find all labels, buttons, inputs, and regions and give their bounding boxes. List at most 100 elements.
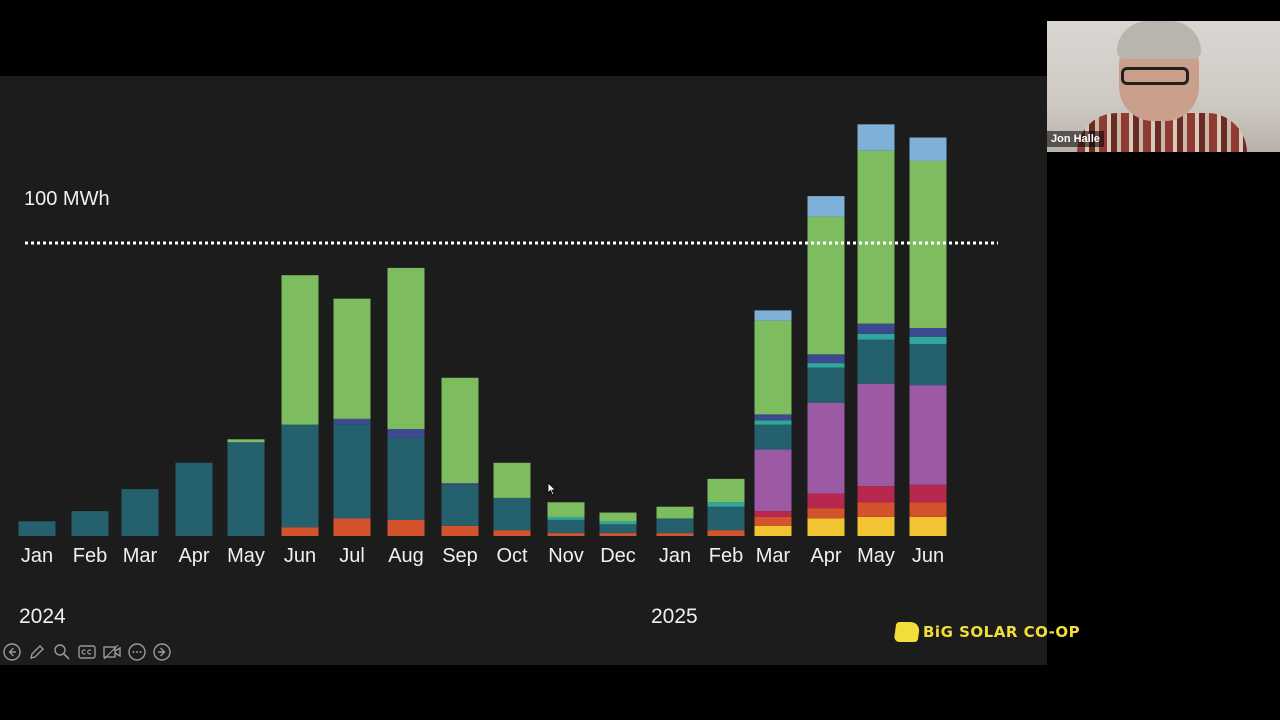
- bar-segment: [857, 150, 895, 324]
- year-label-2025: 2025: [651, 605, 698, 628]
- captions-icon[interactable]: [77, 642, 97, 662]
- slideshow-toolbar: [2, 642, 172, 662]
- x-tick-label: Jan: [20, 545, 54, 567]
- bar-segment: [754, 511, 792, 517]
- bar-segment: [807, 508, 845, 519]
- bar-segment: [857, 502, 895, 517]
- bar-segment: [656, 506, 694, 519]
- stacked-bar-chart: [18, 124, 998, 536]
- prev-icon[interactable]: [2, 642, 22, 662]
- bar-segment: [909, 516, 947, 536]
- bar-segment: [547, 533, 585, 536]
- bar-segment: [857, 333, 895, 340]
- bar-segment: [807, 216, 845, 355]
- bar-segment: [227, 439, 265, 443]
- x-tick-label: Jun: [911, 545, 945, 567]
- participant-video-tile[interactable]: Jon Halle: [1047, 21, 1280, 152]
- bar-segment: [599, 521, 637, 525]
- bar-segment: [807, 363, 845, 368]
- bar-segment: [547, 516, 585, 520]
- x-tick-label: Oct: [496, 545, 528, 567]
- bar-segment: [599, 524, 637, 534]
- x-tick-label: Apr: [178, 545, 210, 567]
- bar-segment: [754, 320, 792, 415]
- bar-segment: [333, 418, 371, 425]
- bar-segment: [857, 124, 895, 151]
- bar-segment: [387, 429, 425, 438]
- x-tick-label: Sep: [442, 545, 478, 567]
- bar-segment: [754, 414, 792, 421]
- x-tick-label: Nov: [548, 545, 584, 567]
- bar-segment: [857, 486, 895, 503]
- bar-segment: [707, 502, 745, 507]
- x-tick-label: Apr: [810, 545, 842, 567]
- bar-segment: [909, 137, 947, 161]
- bar-segment: [707, 506, 745, 531]
- bar-segment: [707, 478, 745, 503]
- bar-segment: [807, 196, 845, 217]
- next-icon[interactable]: [152, 642, 172, 662]
- more-icon[interactable]: [127, 642, 147, 662]
- x-tick-label: May: [857, 545, 895, 567]
- bar-segment: [909, 484, 947, 503]
- bar-segment: [807, 493, 845, 509]
- bar-segment: [857, 383, 895, 487]
- bar-segment: [281, 275, 319, 425]
- bar-segment: [227, 442, 265, 536]
- bar-segment: [909, 327, 947, 337]
- logo-text: BiG SOLAR CO-OP: [923, 623, 1081, 641]
- bar-segment: [909, 385, 947, 485]
- participant-hair: [1117, 21, 1201, 59]
- bar-segment: [807, 367, 845, 403]
- bar-segment: [387, 437, 425, 520]
- x-tick-label: Dec: [600, 545, 636, 567]
- x-tick-label: Mar: [122, 545, 158, 567]
- bar-segment: [493, 497, 531, 531]
- bar-segment: [656, 518, 694, 534]
- bar-segment: [754, 525, 792, 536]
- bar-segment: [807, 402, 845, 494]
- mouse-cursor-icon: [547, 482, 557, 496]
- zoom-icon[interactable]: [52, 642, 72, 662]
- bar-segment: [909, 336, 947, 345]
- bar-segment: [441, 484, 479, 526]
- x-tick-label: Jun: [283, 545, 317, 567]
- bar-segment: [493, 530, 531, 536]
- bar-segment: [547, 502, 585, 517]
- reference-line-label: 100 MWh: [24, 188, 110, 210]
- bar-segment: [387, 519, 425, 536]
- bar-segment: [71, 511, 109, 536]
- x-tick-label: Jul: [339, 545, 365, 567]
- pen-icon[interactable]: [27, 642, 47, 662]
- bar-segment: [333, 424, 371, 519]
- bar-segment: [707, 530, 745, 536]
- bar-segment: [441, 483, 479, 485]
- bar-segment: [857, 516, 895, 536]
- participant-name: Jon Halle: [1047, 131, 1104, 147]
- x-tick-label: Aug: [388, 545, 424, 567]
- year-label-2024: 2024: [19, 605, 66, 628]
- bar-segment: [909, 502, 947, 517]
- bar-segment: [547, 519, 585, 534]
- bar-segment: [281, 527, 319, 536]
- bar-segment: [754, 310, 792, 321]
- video-icon[interactable]: [102, 642, 122, 662]
- bar-segment: [599, 533, 637, 536]
- bar-segment: [18, 521, 56, 536]
- bar-segment: [754, 449, 792, 512]
- bar-segment: [857, 323, 895, 334]
- participant-glasses-icon: [1121, 67, 1189, 85]
- bar-segment: [333, 518, 371, 536]
- x-tick-label: Feb: [708, 545, 744, 567]
- big-solar-logo: BiG SOLAR CO-OP: [893, 622, 1081, 642]
- bar-segment: [599, 512, 637, 522]
- x-tick-label: Feb: [72, 545, 108, 567]
- x-tick-label: Jan: [658, 545, 692, 567]
- bar-segment: [121, 489, 159, 536]
- bar-segment: [656, 533, 694, 536]
- bar-segment: [441, 377, 479, 484]
- bar-segment: [281, 424, 319, 528]
- bar-segment: [387, 267, 425, 430]
- bar-segment: [857, 339, 895, 384]
- bar-segment: [807, 354, 845, 364]
